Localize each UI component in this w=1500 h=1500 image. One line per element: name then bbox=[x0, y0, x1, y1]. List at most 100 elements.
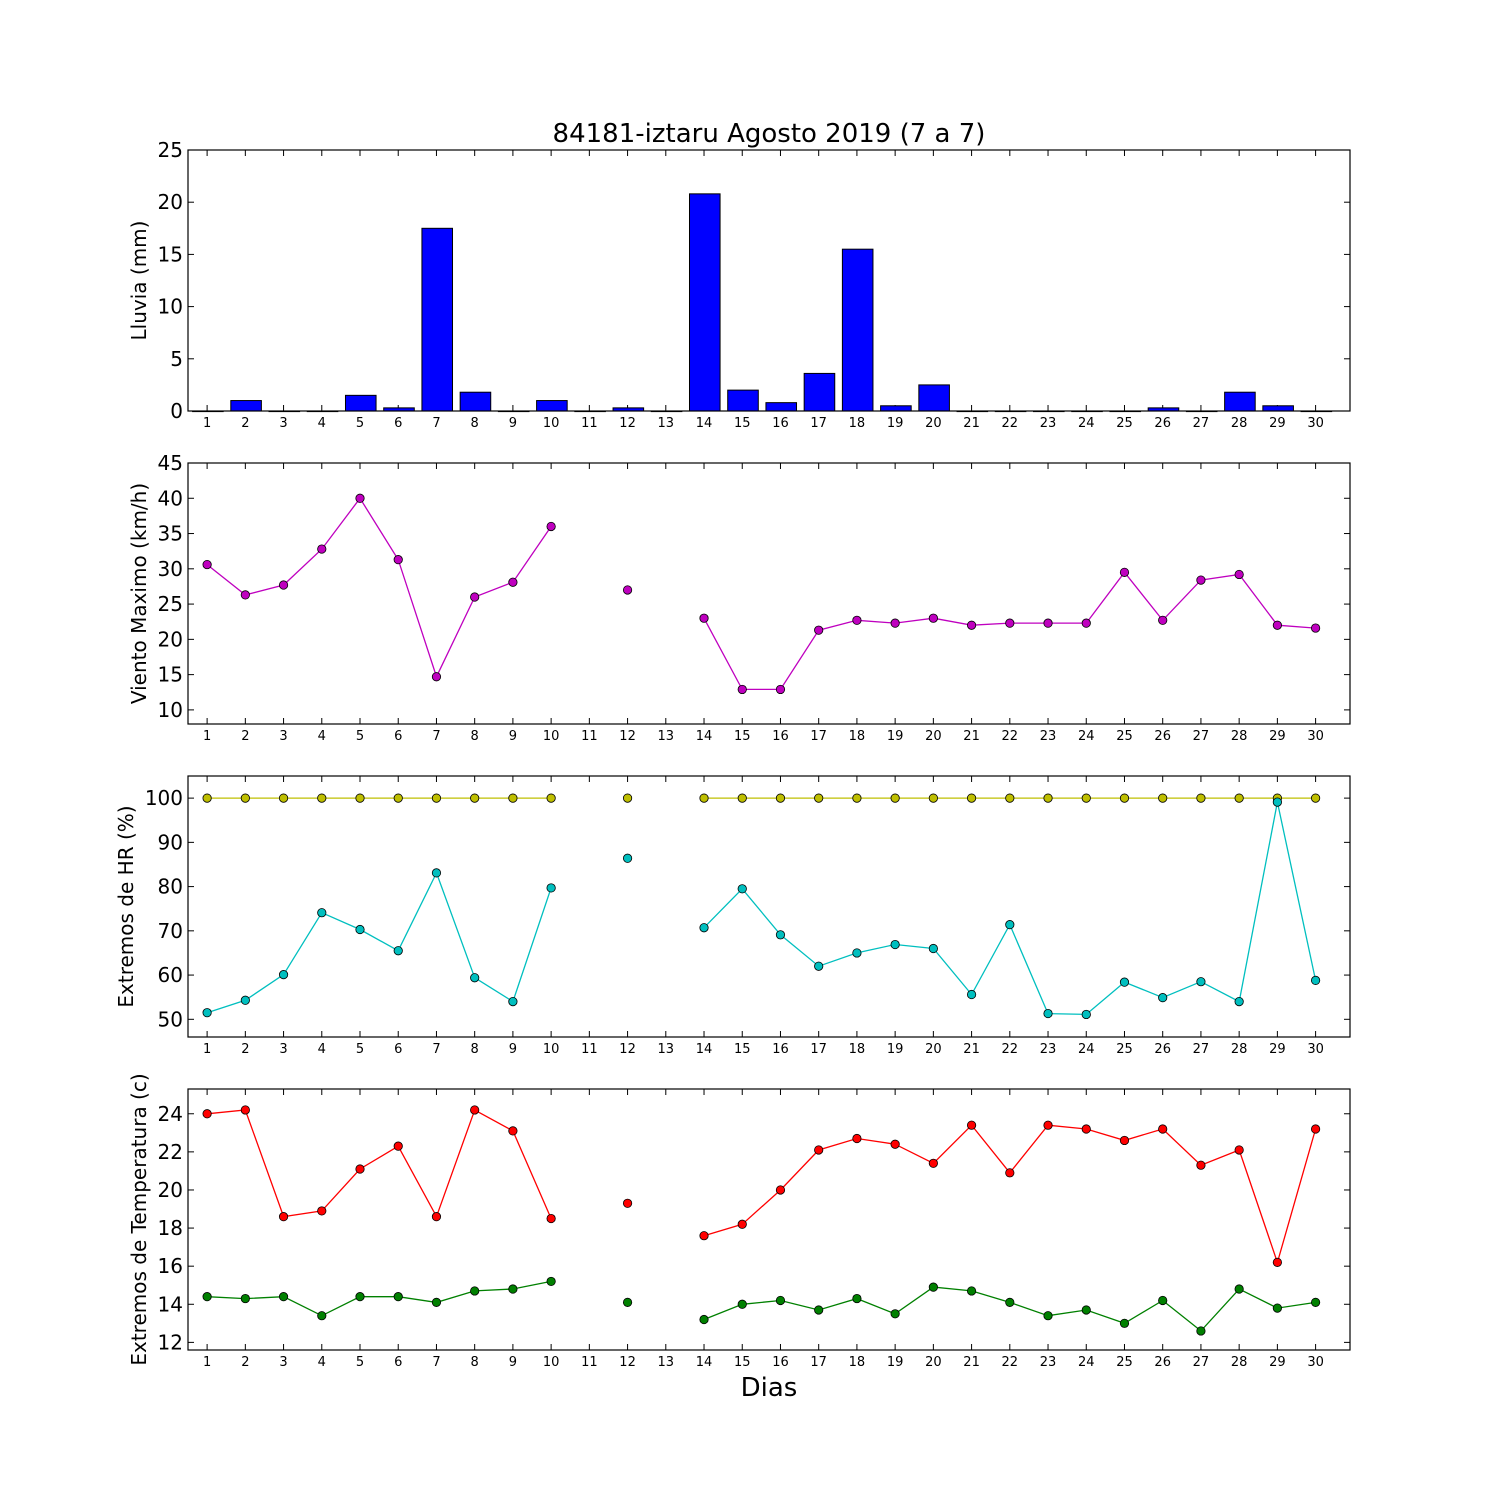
x-tick-label: 26 bbox=[1154, 729, 1171, 744]
point-s2-day-12 bbox=[622, 1297, 633, 1307]
point-s1-day-22 bbox=[1005, 1168, 1015, 1178]
x-tick-label: 27 bbox=[1193, 416, 1210, 431]
y-tick-label: 50 bbox=[158, 1007, 183, 1031]
x-tick-label: 5 bbox=[356, 729, 364, 744]
x-tick-label: 13 bbox=[658, 1042, 675, 1057]
x-tick-label: 29 bbox=[1269, 1355, 1286, 1370]
plot-frame bbox=[187, 149, 1351, 412]
x-tick-label: 25 bbox=[1116, 1042, 1133, 1057]
x-tick-label: 1 bbox=[203, 1355, 211, 1370]
point-s1-day-4 bbox=[317, 544, 327, 554]
x-tick-label: 14 bbox=[696, 1355, 713, 1370]
x-tick-label: 20 bbox=[925, 416, 942, 431]
x-tick-label: 13 bbox=[658, 1355, 675, 1370]
x-tick-label: 7 bbox=[432, 416, 440, 431]
x-tick-label: 8 bbox=[471, 1042, 479, 1057]
x-tick-label: 24 bbox=[1078, 729, 1095, 744]
point-s1-day-14 bbox=[699, 793, 709, 803]
y-axis-label: Lluvia (mm) bbox=[127, 221, 151, 341]
figure-title: 84181-iztaru Agosto 2019 (7 a 7) bbox=[553, 119, 986, 149]
point-s1-day-21 bbox=[966, 620, 977, 630]
point-s1-day-5 bbox=[355, 493, 365, 503]
x-tick-label: 17 bbox=[810, 1042, 827, 1057]
x-tick-label: 3 bbox=[279, 1042, 287, 1057]
x-tick-label: 11 bbox=[581, 1355, 598, 1370]
y-tick-label: 30 bbox=[158, 557, 183, 581]
point-s1-day-15 bbox=[737, 684, 747, 695]
point-s1-day-18 bbox=[852, 793, 862, 803]
x-tick-label: 10 bbox=[543, 729, 560, 744]
bar-day-10 bbox=[536, 400, 568, 412]
x-tick-label: 12 bbox=[619, 1042, 636, 1057]
point-s2-day-29 bbox=[1272, 797, 1282, 807]
x-tick-label: 2 bbox=[241, 416, 249, 431]
point-s2-day-4 bbox=[317, 1311, 327, 1321]
x-tick-label: 19 bbox=[887, 1042, 904, 1057]
y-tick-label: 25 bbox=[158, 592, 183, 616]
bar-day-28 bbox=[1224, 391, 1256, 412]
point-s2-day-6 bbox=[393, 1292, 403, 1302]
x-tick-label: 10 bbox=[543, 1042, 560, 1057]
point-s1-day-24 bbox=[1081, 793, 1091, 803]
point-s2-day-26 bbox=[1158, 993, 1168, 1003]
x-tick-label: 30 bbox=[1307, 1355, 1324, 1370]
x-tick-label: 4 bbox=[318, 416, 326, 431]
point-s1-day-9 bbox=[508, 577, 518, 587]
x-tick-label: 9 bbox=[509, 1355, 517, 1370]
point-s2-day-27 bbox=[1196, 1326, 1206, 1336]
x-tick-label: 15 bbox=[734, 416, 751, 431]
point-s1-day-1 bbox=[202, 793, 212, 803]
y-axis-label: Extremos de Temperatura (c) bbox=[127, 1073, 151, 1365]
y-tick-label: 0 bbox=[170, 399, 183, 423]
point-s2-day-16 bbox=[775, 1295, 786, 1306]
point-s1-day-2 bbox=[240, 1105, 250, 1115]
x-tick-label: 16 bbox=[772, 729, 789, 744]
y-tick-label: 20 bbox=[158, 190, 183, 214]
y-tick-label: 22 bbox=[158, 1140, 183, 1164]
point-s1-day-15 bbox=[737, 793, 747, 803]
x-tick-label: 29 bbox=[1269, 416, 1286, 431]
x-tick-label: 15 bbox=[734, 1355, 751, 1370]
y-tick-label: 60 bbox=[158, 963, 183, 987]
x-tick-label: 22 bbox=[1002, 1042, 1019, 1057]
x-tick-label: 18 bbox=[849, 416, 866, 431]
x-tick-label: 11 bbox=[581, 1042, 598, 1057]
x-tick-label: 24 bbox=[1078, 1042, 1095, 1057]
bar-day-7 bbox=[421, 227, 454, 412]
x-tick-label: 7 bbox=[432, 1042, 440, 1057]
point-s1-day-23 bbox=[1043, 793, 1053, 803]
point-s1-day-1 bbox=[202, 1109, 212, 1119]
x-tick-label: 9 bbox=[509, 729, 517, 744]
x-tick-label: 6 bbox=[394, 1042, 402, 1057]
y-tick-label: 10 bbox=[158, 295, 183, 319]
y-axis-label: Viento Maximo (km/h) bbox=[127, 483, 151, 704]
point-s1-day-22 bbox=[1005, 618, 1015, 628]
bar-day-29 bbox=[1262, 405, 1294, 412]
x-tick-label: 1 bbox=[203, 729, 211, 744]
point-s2-day-25 bbox=[1119, 977, 1130, 987]
x-tick-label: 20 bbox=[925, 1042, 942, 1057]
point-s1-day-8 bbox=[470, 793, 480, 803]
point-s1-day-10 bbox=[546, 1213, 556, 1224]
x-tick-label: 17 bbox=[810, 416, 827, 431]
x-tick-label: 28 bbox=[1231, 416, 1248, 431]
x-tick-label: 23 bbox=[1040, 1355, 1057, 1370]
bar-day-16 bbox=[765, 402, 798, 412]
bar-day-15 bbox=[727, 389, 759, 412]
point-s1-day-25 bbox=[1119, 793, 1130, 803]
x-tick-label: 4 bbox=[318, 1355, 326, 1370]
x-tick-label: 23 bbox=[1040, 416, 1057, 431]
x-tick-label: 13 bbox=[658, 729, 675, 744]
x-tick-label: 19 bbox=[887, 1355, 904, 1370]
point-s2-day-3 bbox=[278, 1292, 289, 1302]
series-line-1 bbox=[207, 1109, 1317, 1265]
bar-day-17 bbox=[803, 372, 836, 412]
point-s1-day-9 bbox=[508, 1126, 518, 1136]
point-s1-day-19 bbox=[890, 1139, 900, 1149]
point-s2-day-19 bbox=[890, 1309, 900, 1319]
point-s1-day-30 bbox=[1310, 623, 1321, 633]
point-s2-day-14 bbox=[699, 1314, 709, 1325]
point-s1-day-24 bbox=[1081, 618, 1091, 628]
